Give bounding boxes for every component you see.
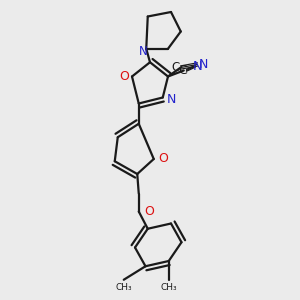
Text: C: C <box>178 64 188 77</box>
Text: N: N <box>167 93 177 106</box>
Text: CH₃: CH₃ <box>160 284 177 292</box>
Text: C: C <box>171 61 179 74</box>
Text: O: O <box>144 205 154 218</box>
Text: CH₃: CH₃ <box>116 284 132 292</box>
Text: N: N <box>199 58 208 71</box>
Text: N: N <box>139 45 148 58</box>
Text: N: N <box>192 59 202 73</box>
Text: O: O <box>119 70 129 83</box>
Text: O: O <box>158 152 168 166</box>
